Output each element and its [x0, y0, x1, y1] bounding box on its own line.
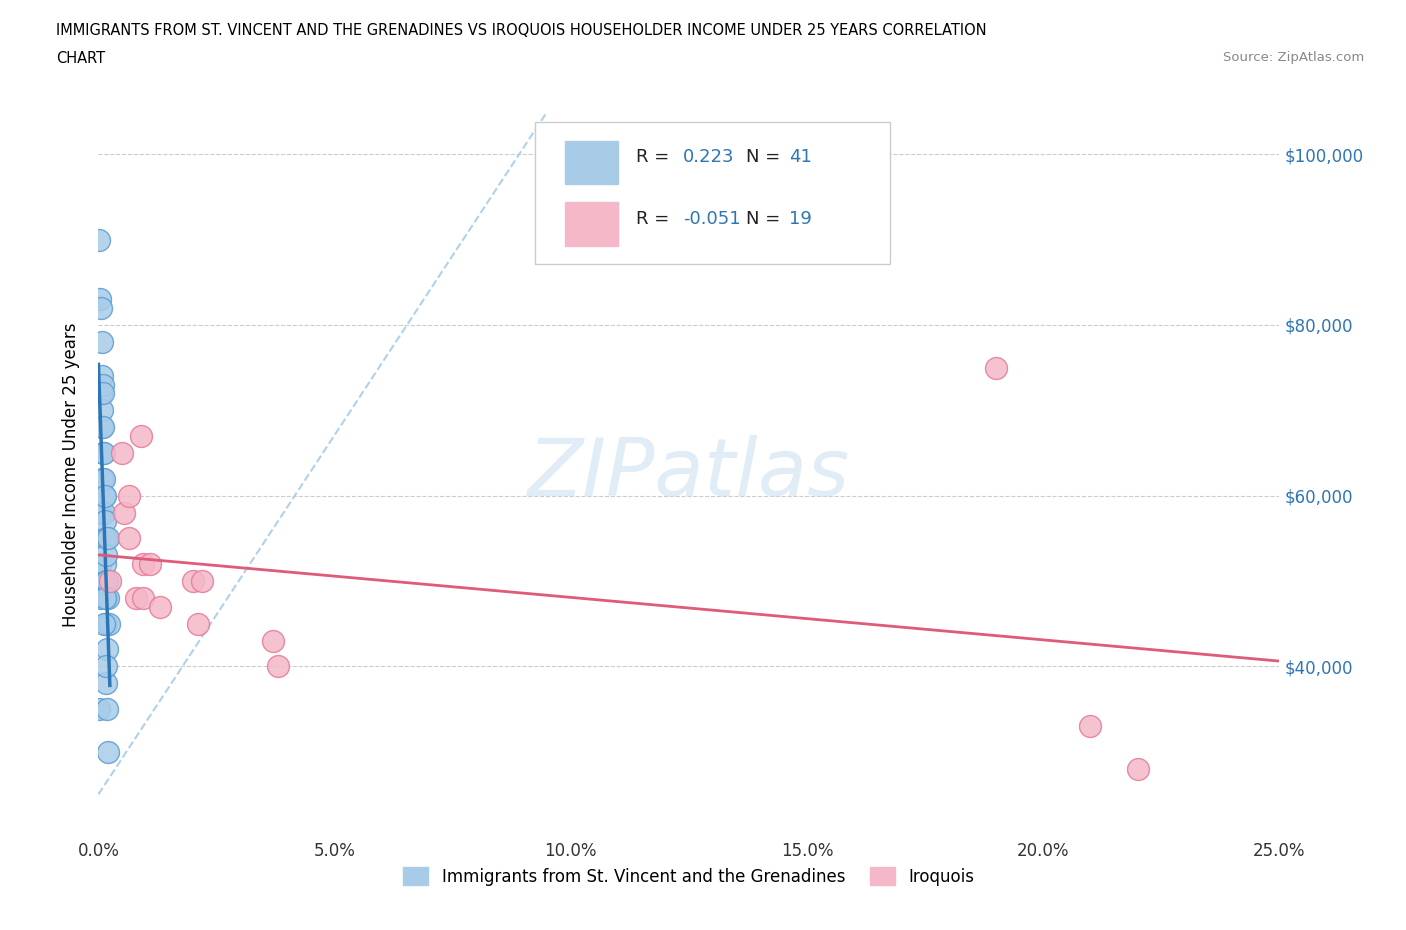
- Point: [96, 617, 118, 631]
- Point: [91, 335, 114, 350]
- Text: R =: R =: [636, 210, 675, 228]
- Text: 0.223: 0.223: [683, 148, 734, 166]
- Point: [93, 488, 115, 503]
- Point: [118, 488, 141, 503]
- Point: [129, 429, 152, 444]
- Point: [96, 642, 118, 657]
- Point: [89, 232, 111, 247]
- FancyBboxPatch shape: [565, 203, 619, 246]
- Point: [112, 505, 135, 520]
- Text: CHART: CHART: [56, 51, 105, 66]
- Point: [89, 292, 111, 307]
- Point: [93, 531, 115, 546]
- Point: [89, 591, 111, 605]
- Y-axis label: Householder Income Under 25 years: Householder Income Under 25 years: [62, 322, 80, 627]
- Point: [149, 599, 172, 614]
- Point: [94, 574, 117, 589]
- Point: [132, 556, 155, 571]
- Point: [118, 531, 141, 546]
- Point: [191, 574, 214, 589]
- Point: [96, 701, 118, 716]
- FancyBboxPatch shape: [565, 140, 619, 184]
- Text: 41: 41: [789, 148, 813, 166]
- Text: N =: N =: [745, 210, 786, 228]
- Point: [93, 617, 115, 631]
- Point: [89, 701, 111, 716]
- Point: [93, 445, 115, 460]
- Point: [181, 574, 204, 589]
- Point: [1126, 762, 1149, 777]
- Point: [90, 386, 112, 401]
- Point: [139, 556, 162, 571]
- Text: ZIPatlas: ZIPatlas: [527, 435, 851, 513]
- Point: [91, 445, 114, 460]
- Point: [90, 300, 112, 315]
- Text: N =: N =: [745, 148, 786, 166]
- Point: [97, 531, 120, 546]
- Point: [111, 445, 134, 460]
- Point: [98, 574, 121, 589]
- FancyBboxPatch shape: [536, 123, 890, 264]
- Point: [90, 505, 112, 520]
- Legend: Immigrants from St. Vincent and the Grenadines, Iroquois: Immigrants from St. Vincent and the Gren…: [395, 859, 983, 894]
- Point: [89, 556, 111, 571]
- Point: [96, 574, 118, 589]
- Text: -0.051: -0.051: [683, 210, 741, 228]
- Point: [91, 420, 114, 435]
- Point: [94, 676, 117, 691]
- Point: [90, 368, 112, 383]
- Point: [94, 591, 117, 605]
- Point: [97, 591, 120, 605]
- Point: [94, 548, 117, 563]
- Point: [97, 617, 120, 631]
- Point: [262, 633, 284, 648]
- Point: [94, 658, 117, 673]
- Point: [93, 488, 115, 503]
- Point: [90, 420, 112, 435]
- Text: IMMIGRANTS FROM ST. VINCENT AND THE GRENADINES VS IROQUOIS HOUSEHOLDER INCOME UN: IMMIGRANTS FROM ST. VINCENT AND THE GREN…: [56, 23, 987, 38]
- Point: [187, 617, 209, 631]
- Point: [94, 556, 117, 571]
- Point: [91, 403, 114, 418]
- Point: [132, 591, 155, 605]
- Point: [93, 591, 115, 605]
- Point: [93, 505, 115, 520]
- Point: [94, 531, 117, 546]
- Text: Source: ZipAtlas.com: Source: ZipAtlas.com: [1223, 51, 1364, 64]
- Point: [91, 378, 114, 392]
- Text: R =: R =: [636, 148, 675, 166]
- Point: [1080, 719, 1102, 734]
- Point: [93, 472, 115, 486]
- Point: [267, 658, 290, 673]
- Point: [91, 472, 114, 486]
- Text: 19: 19: [789, 210, 813, 228]
- Point: [97, 744, 120, 759]
- Point: [94, 513, 117, 528]
- Point: [984, 360, 1007, 375]
- Point: [125, 591, 148, 605]
- Point: [91, 386, 114, 401]
